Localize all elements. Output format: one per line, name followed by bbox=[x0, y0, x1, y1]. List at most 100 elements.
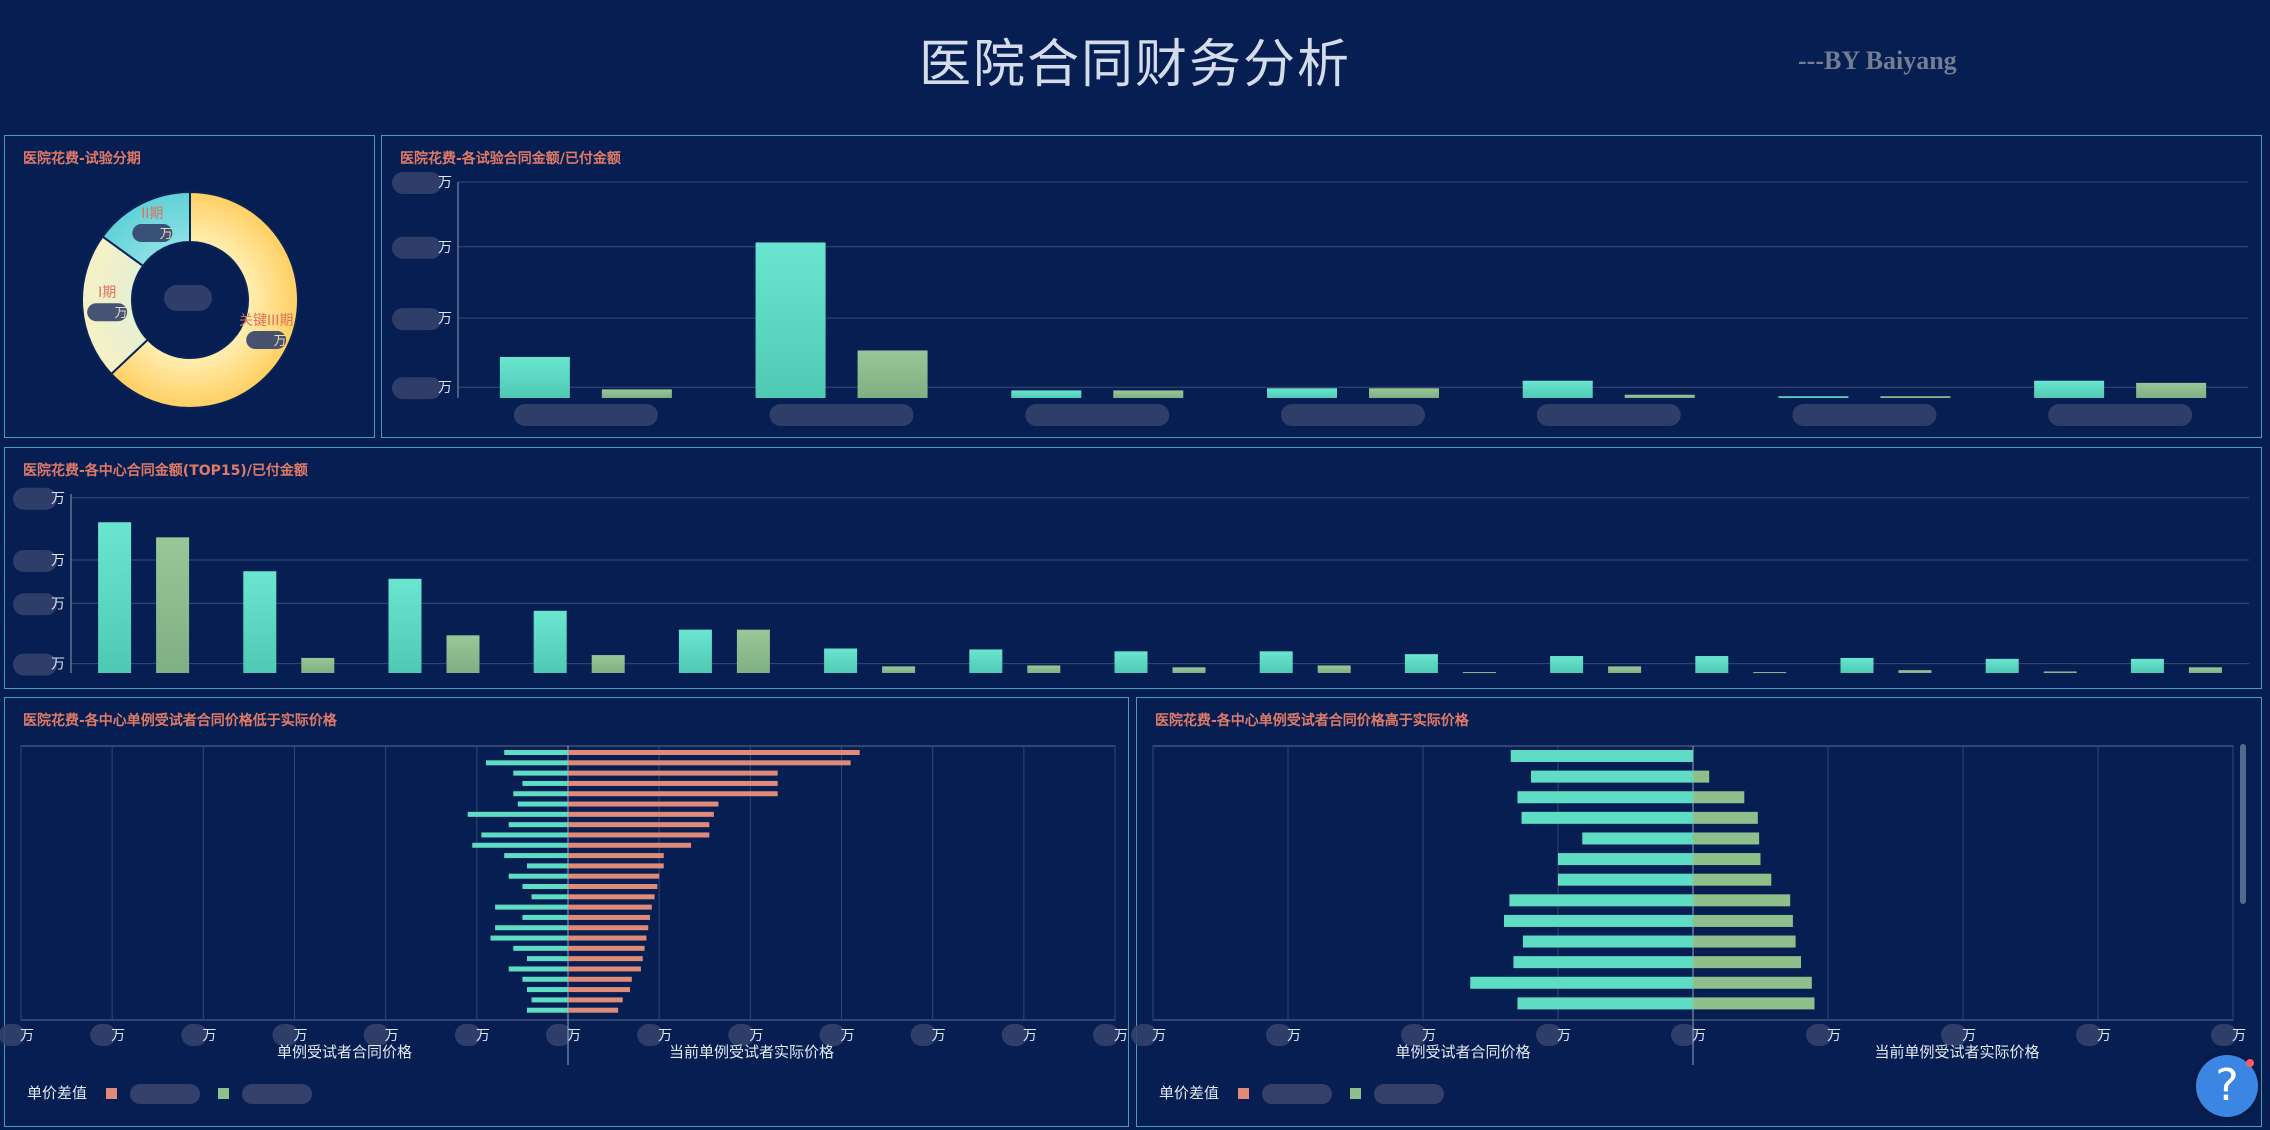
y-tick-redacted bbox=[13, 549, 57, 572]
x-tick-redacted bbox=[2076, 1024, 2102, 1046]
panel-title-trial-amounts: 医院花费-各试验合同金额/已付金额 bbox=[400, 151, 621, 167]
bar-paid bbox=[1369, 388, 1439, 398]
bar-paid bbox=[2188, 667, 2222, 673]
bar-contract bbox=[98, 522, 132, 673]
bar-paid bbox=[1898, 670, 1932, 673]
x-tick-unit: 万 bbox=[294, 1028, 308, 1044]
bar-actual-price bbox=[568, 750, 860, 755]
x-tick-unit: 万 bbox=[658, 1028, 672, 1044]
bar-contract-price bbox=[522, 884, 568, 889]
bar-actual-price bbox=[568, 997, 623, 1003]
x-tick-unit: 万 bbox=[111, 1028, 125, 1044]
y-tick-redacted bbox=[392, 308, 442, 331]
bar-paid bbox=[301, 657, 335, 673]
bar-paid bbox=[1624, 394, 1695, 398]
x-tick-unit: 万 bbox=[476, 1028, 490, 1044]
x-tick-redacted bbox=[1266, 1024, 1292, 1046]
x-tick-unit: 万 bbox=[841, 1028, 855, 1044]
panel-title-price-higher: 医院花费-各中心单例受试者合同价格高于实际价格 bbox=[1155, 713, 1469, 729]
y-tick-unit: 万 bbox=[51, 491, 65, 507]
x-tick-redacted bbox=[910, 1024, 937, 1046]
page-title: 医院合同财务分析 bbox=[918, 35, 1351, 95]
donut-value-redacted bbox=[246, 330, 287, 349]
help-button[interactable]: ? bbox=[2196, 1055, 2258, 1117]
bar-actual-price bbox=[568, 904, 652, 910]
bar-paid bbox=[2043, 671, 2077, 673]
bar-contract bbox=[1695, 656, 1729, 673]
bar-contract bbox=[1114, 651, 1148, 673]
panel-price-lower: 医院花费-各中心单例受试者合同价格低于实际价格 万 万 万 万 万 万 万 万 万 万 万 万 万单例受… bbox=[0, 697, 1129, 1127]
x-axis-label-left: 单例受试者合同价格 bbox=[277, 1043, 412, 1061]
bar-contract-price bbox=[1558, 853, 1693, 866]
bar-actual-price bbox=[568, 884, 658, 889]
bar-actual-price bbox=[1693, 914, 1793, 927]
x-category-redacted bbox=[769, 404, 914, 426]
bar-contract bbox=[1550, 656, 1584, 673]
panel-price-higher: 医院花费-各中心单例受试者合同价格高于实际价格 万 万 万 万 万 万 万 万 万单例受试者合同… bbox=[1131, 697, 2262, 1127]
bar-contract bbox=[1840, 657, 1874, 673]
bar-contract bbox=[1985, 658, 2019, 673]
legend-swatch-salmon[interactable] bbox=[1237, 1088, 1249, 1099]
bar-actual-price bbox=[1693, 935, 1796, 948]
x-tick-unit: 万 bbox=[1692, 1028, 1706, 1044]
x-tick-redacted bbox=[363, 1024, 390, 1046]
x-category-redacted bbox=[1792, 404, 1937, 426]
x-tick-redacted bbox=[272, 1024, 299, 1046]
bar-contract-price bbox=[522, 780, 568, 786]
donut-slice-label: II期 bbox=[141, 206, 163, 222]
y-tick-unit: 万 bbox=[438, 240, 452, 256]
legend-swatch-olive[interactable] bbox=[218, 1088, 230, 1099]
legend-item-redacted[interactable] bbox=[1374, 1083, 1445, 1104]
bar-contract bbox=[243, 571, 277, 673]
x-category-redacted bbox=[2048, 404, 2193, 426]
x-axis-label-left: 单例受试者合同价格 bbox=[1395, 1043, 1530, 1061]
x-tick-unit: 万 bbox=[1287, 1028, 1301, 1044]
x-tick-unit: 万 bbox=[1152, 1028, 1166, 1044]
x-tick-unit: 万 bbox=[1422, 1028, 1436, 1044]
legend-item-redacted[interactable] bbox=[242, 1083, 313, 1104]
legend-item-redacted[interactable] bbox=[1261, 1083, 1332, 1104]
x-tick-unit: 万 bbox=[385, 1028, 399, 1044]
bar-contract-price bbox=[481, 832, 568, 838]
bar-contract bbox=[755, 242, 826, 398]
legend-item-redacted[interactable] bbox=[129, 1083, 200, 1104]
bar-contract bbox=[1259, 651, 1293, 673]
bar-actual-price bbox=[568, 1007, 619, 1013]
bar-contract bbox=[2130, 658, 2164, 673]
panel-title-price-lower: 医院花费-各中心单例受试者合同价格低于实际价格 bbox=[23, 713, 337, 729]
bar-actual-price bbox=[568, 956, 643, 962]
x-category-redacted bbox=[513, 404, 658, 426]
donut-slice-label: I期 bbox=[98, 285, 116, 301]
bar-contract bbox=[533, 610, 567, 673]
donut-value-unit: 万 bbox=[160, 227, 173, 242]
bar-actual-price bbox=[568, 801, 719, 807]
bar-paid bbox=[601, 389, 672, 398]
x-tick-unit: 万 bbox=[20, 1028, 34, 1044]
legend-swatch-olive[interactable] bbox=[1350, 1088, 1362, 1099]
bar-actual-price bbox=[568, 863, 664, 869]
bar-paid bbox=[736, 629, 770, 673]
scrollbar-thumb[interactable] bbox=[2240, 744, 2246, 904]
bar-contract-price bbox=[1521, 811, 1693, 824]
x-tick-redacted bbox=[637, 1024, 664, 1046]
x-tick-redacted bbox=[1671, 1024, 1697, 1046]
legend-swatch-salmon[interactable] bbox=[105, 1088, 117, 1099]
bar-actual-price bbox=[1693, 853, 1761, 866]
bar-actual-price bbox=[1693, 997, 1815, 1010]
y-tick-redacted bbox=[13, 487, 57, 510]
notification-dot bbox=[2246, 1059, 2254, 1067]
bar-contract-price bbox=[522, 914, 568, 920]
bar-actual-price bbox=[568, 925, 649, 931]
bar-contract-price bbox=[513, 770, 568, 776]
y-tick-unit: 万 bbox=[438, 311, 452, 327]
x-tick-redacted bbox=[1401, 1024, 1427, 1046]
bar-contract-price bbox=[1509, 894, 1693, 907]
legend-label: 单价差值 bbox=[27, 1084, 88, 1102]
bar-contract-price bbox=[495, 904, 568, 910]
bar-actual-price bbox=[568, 760, 851, 766]
bar-contract-price bbox=[517, 801, 568, 807]
